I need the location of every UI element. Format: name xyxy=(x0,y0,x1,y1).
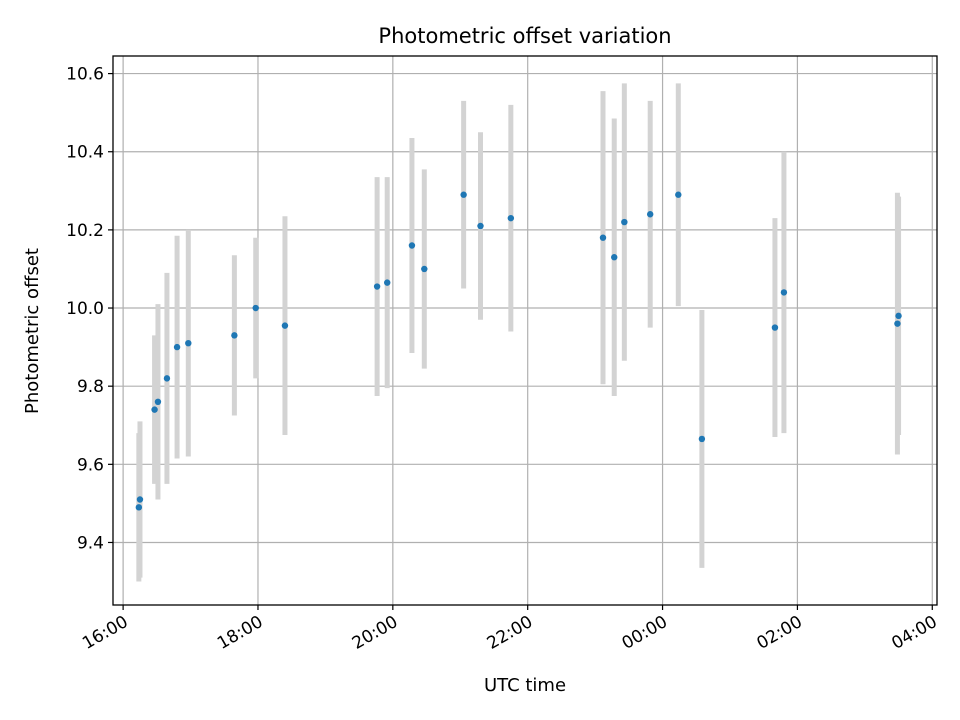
x-tick-label: 22:00 xyxy=(484,612,536,654)
plot-frame xyxy=(112,55,938,606)
data-point xyxy=(771,324,779,331)
data-point xyxy=(477,222,484,230)
x-tick-label: 20:00 xyxy=(349,612,401,654)
x-tick-label: 02:00 xyxy=(753,612,805,654)
y-tick-label: 9.8 xyxy=(77,377,104,397)
data-point xyxy=(646,211,654,218)
x-tick-label: 04:00 xyxy=(888,612,940,654)
data-point xyxy=(173,343,181,351)
data-point xyxy=(135,504,143,511)
data-point xyxy=(281,322,289,329)
data-point xyxy=(621,218,628,226)
data-point xyxy=(185,339,192,347)
data-point xyxy=(408,242,416,249)
y-axis-label: Photometric offset xyxy=(22,248,43,414)
y-tick-label: 10.6 xyxy=(66,65,104,85)
data-point xyxy=(252,304,259,312)
data-point xyxy=(507,214,515,222)
data-point xyxy=(163,375,171,382)
x-tick-label: 16:00 xyxy=(79,612,131,654)
data-point xyxy=(384,279,391,286)
data-point xyxy=(231,332,238,339)
data-point xyxy=(675,191,682,198)
y-tick-label: 10.0 xyxy=(66,299,104,319)
y-tick-label: 10.2 xyxy=(66,221,104,241)
data-point xyxy=(611,254,618,261)
data-point xyxy=(136,496,144,503)
data-point xyxy=(780,289,788,296)
x-tick-label: 18:00 xyxy=(214,612,266,654)
y-tick-label: 10.4 xyxy=(66,143,104,163)
y-axis: 9.4 9.6 9.8 10.0 10.2 10.4 10.6 xyxy=(66,65,113,553)
data-point xyxy=(894,320,901,327)
y-tick-label: 9.6 xyxy=(77,455,104,475)
data-point xyxy=(151,406,158,413)
grid xyxy=(113,56,937,605)
y-tick-label: 9.4 xyxy=(77,533,104,553)
data-point xyxy=(698,435,706,443)
chart-title: Photometric offset variation xyxy=(378,24,671,48)
data-point xyxy=(154,398,162,406)
data-points xyxy=(135,191,902,511)
data-point xyxy=(460,191,467,198)
x-axis-label: UTC time xyxy=(484,675,566,696)
errorbars xyxy=(136,83,902,582)
data-point xyxy=(421,265,428,273)
data-point xyxy=(599,234,607,241)
x-tick-label: 00:00 xyxy=(619,612,671,654)
x-axis: 16:00 18:00 20:00 22:00 00:00 02:00 04:00 xyxy=(79,605,941,654)
data-point xyxy=(373,283,381,290)
data-point xyxy=(895,312,902,320)
